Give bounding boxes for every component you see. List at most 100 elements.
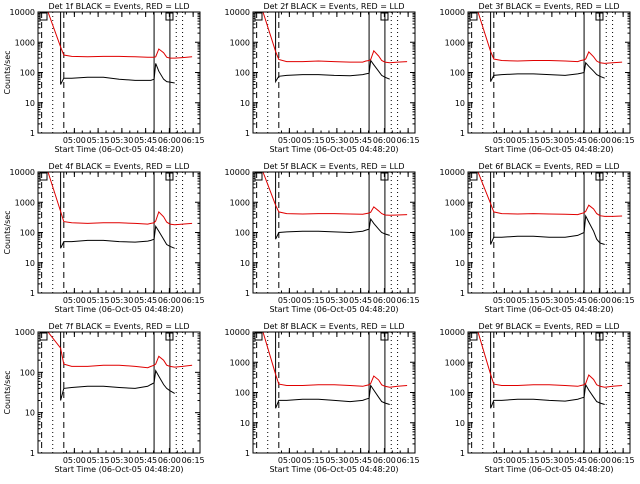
panel-title: Det 9f BLACK = Events, RED = LLD [478,322,619,331]
y-tick-label: 1 [30,129,35,138]
x-tick-label: 06:15 [612,296,635,305]
series-lld-line [38,172,193,226]
corner-marker-right [165,172,174,181]
series-events-line [468,332,605,409]
chart-panel-6: Det 6f BLACK = Events, RED = LLD 1 10 100 10… [440,162,635,314]
x-tick-label: 05:00 [63,456,86,465]
x-tick-label: 05:00 [278,296,301,305]
x-axis-label: Start Time (06-Oct-05 04:48:20) [269,145,398,154]
x-axis-label: Start Time (06-Oct-05 04:48:20) [54,465,183,474]
y-tick-label: 1 [460,449,465,458]
chart-panel-8: Det 8f BLACK = Events, RED = LLD 1 10 100 10… [225,322,420,474]
y-tick-label: 10 [240,99,250,108]
y-tick-label: 1000 [445,198,465,207]
x-tick-label: 05:30 [540,296,563,305]
y-axis-label: Counts/sec [3,50,12,94]
y-tick-label: 10000 [225,168,250,177]
series-events-line [253,172,390,240]
panel-title: Det 6f BLACK = Events, RED = LLD [478,162,619,171]
series-lld-line [253,172,408,216]
x-tick-label: 06:15 [612,456,635,465]
x-tick-label: 05:15 [87,136,110,145]
panel-frame [252,331,416,454]
corner-marker-left [39,172,48,181]
series-events-line [468,172,605,245]
series-group [38,332,193,401]
x-tick-label: 05:00 [63,296,86,305]
x-tick-label: 05:30 [325,456,348,465]
x-tick-label: 05:45 [564,136,587,145]
y-tick-label: 10000 [225,8,250,17]
x-tick-label: 06:00 [373,136,396,145]
y-tick-label: 100 [450,69,465,78]
corner-marker-right [165,332,174,341]
y-tick-label: 1 [30,449,35,458]
x-tick-label: 05:45 [349,456,372,465]
y-tick-label: 1000 [15,198,35,207]
corner-marker-left [254,332,263,341]
corner-marker-right [595,332,604,341]
x-axis-label: Start Time (06-Oct-05 04:48:20) [269,305,398,314]
corner-marker-right [595,12,604,21]
x-tick-label: 05:30 [110,456,133,465]
series-group [468,12,623,82]
y-tick-label: 1 [30,289,35,298]
x-tick-label: 05:45 [134,136,157,145]
x-tick-label: 05:00 [63,136,86,145]
corner-marker-right [380,12,389,21]
x-axis-label: Start Time (06-Oct-05 04:48:20) [54,145,183,154]
panel-title: Det 5f BLACK = Events, RED = LLD [263,162,404,171]
y-tick-label: 10000 [10,8,35,17]
x-tick-label: 05:45 [564,296,587,305]
panel-title: Det 8f BLACK = Events, RED = LLD [263,322,404,331]
panel-frame [37,171,201,294]
panel-frame [37,331,201,454]
y-tick-label: 10 [455,259,465,268]
series-events-line [468,12,605,82]
x-tick-label: 05:45 [349,136,372,145]
series-events-line [253,332,390,409]
y-tick-label: 100 [235,389,250,398]
x-tick-label: 05:00 [278,456,301,465]
x-tick-label: 05:15 [87,296,110,305]
series-lld-line [253,332,408,388]
y-tick-label: 100 [20,229,35,238]
x-axis-label: Start Time (06-Oct-05 04:48:20) [484,145,613,154]
x-tick-label: 06:00 [158,456,181,465]
series-group [253,172,408,240]
y-tick-label: 10000 [440,328,465,337]
series-group [38,12,193,85]
y-tick-label: 10 [25,99,35,108]
corner-marker-left [469,12,478,21]
x-tick-label: 05:00 [493,136,516,145]
chart-panel-4: Det 4f BLACK = Events, RED = LLD 1 10 100 10… [3,162,205,314]
x-tick-label: 05:30 [325,136,348,145]
x-tick-label: 05:45 [134,296,157,305]
x-tick-label: 05:15 [302,136,325,145]
y-tick-label: 10000 [440,8,465,17]
panel-title: Det 3f BLACK = Events, RED = LLD [478,2,619,11]
corner-marker-left [469,172,478,181]
series-group [38,172,193,249]
chart-panel-2: Det 2f BLACK = Events, RED = LLD 1 10 100 10… [225,2,420,154]
x-tick-label: 06:00 [588,296,611,305]
y-tick-label: 10 [25,409,35,418]
y-tick-label: 10 [455,99,465,108]
x-tick-label: 06:15 [397,136,420,145]
x-tick-label: 05:30 [110,296,133,305]
chart-panel-1: Det 1f BLACK = Events, RED = LLD 1 10 100 10… [3,2,205,154]
panel-title: Det 4f BLACK = Events, RED = LLD [48,162,189,171]
corner-marker-right [380,332,389,341]
x-tick-label: 05:15 [87,456,110,465]
x-axis-label: Start Time (06-Oct-05 04:48:20) [484,305,613,314]
y-axis-label: Counts/sec [3,370,12,414]
x-tick-label: 05:15 [517,136,540,145]
x-tick-label: 06:15 [612,136,635,145]
x-tick-label: 05:45 [564,456,587,465]
chart-panel-9: Det 9f BLACK = Events, RED = LLD 1 10 100 10… [440,322,635,474]
x-tick-label: 06:00 [588,456,611,465]
chart-panel-3: Det 3f BLACK = Events, RED = LLD 1 10 100 10… [440,2,635,154]
y-tick-label: 1000 [230,198,250,207]
